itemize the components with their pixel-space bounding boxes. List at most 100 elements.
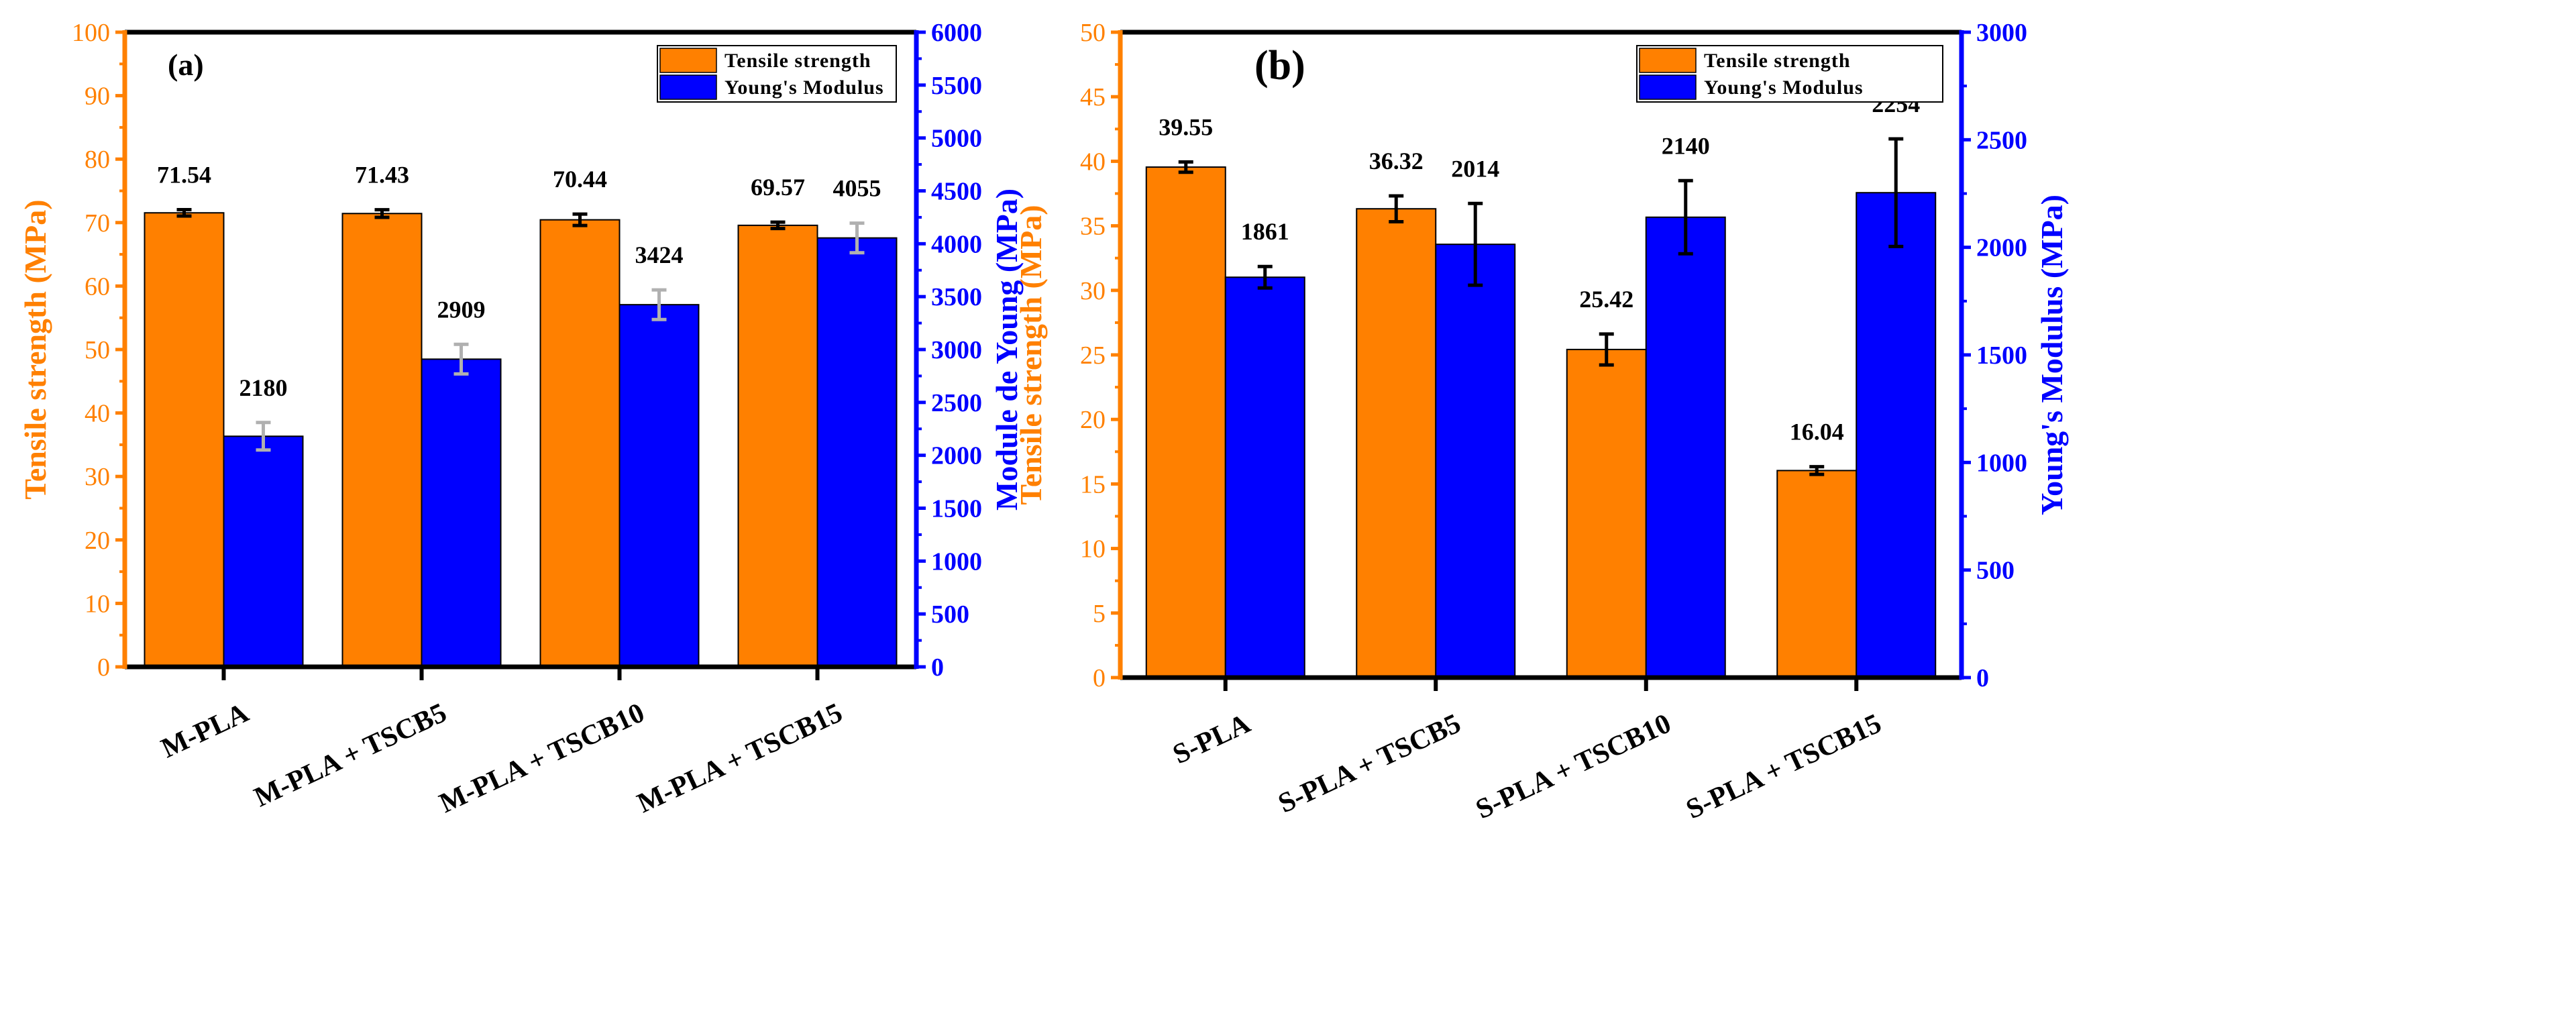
x-tick-label: M-PLA + TSCB15 xyxy=(633,697,847,819)
legend-label: Young's Modulus xyxy=(724,76,884,99)
y-tick-label-right: 4500 xyxy=(931,178,982,206)
legend-swatch-modulus xyxy=(1639,74,1697,100)
bar-modulus xyxy=(223,435,304,668)
x-tick-label: S-PLA + TSCB5 xyxy=(1274,708,1466,819)
bar-modulus xyxy=(1224,276,1305,678)
y-tick-label-left: 20 xyxy=(1080,406,1106,434)
legend: Tensile strength Young's Modulus xyxy=(1636,45,1943,103)
data-label: 4055 xyxy=(833,175,881,202)
bar-modulus xyxy=(619,304,700,668)
y-tick-label-right: 5000 xyxy=(931,125,982,153)
y-tick-label-right: 6000 xyxy=(931,19,982,47)
y-tick-label-right: 500 xyxy=(1976,557,2015,585)
y-tick-label-right: 1500 xyxy=(931,495,982,523)
y-tick-label-right: 1000 xyxy=(1976,449,2027,477)
y-tick-label-right: 3000 xyxy=(931,336,982,364)
y-tick-label-right: 4000 xyxy=(931,230,982,258)
panel-label: (a) xyxy=(168,48,204,82)
bar-tensile xyxy=(1356,208,1437,678)
bar-modulus xyxy=(1645,216,1726,679)
y-tick-label-right: 500 xyxy=(931,600,969,629)
data-label: 2180 xyxy=(239,374,288,401)
y-tick-label-right: 2500 xyxy=(1976,126,2027,154)
legend-label: Tensile strength xyxy=(1704,50,1851,72)
y-tick-label-right: 2000 xyxy=(1976,234,2027,262)
bar-tensile xyxy=(341,213,423,668)
y-tick-label-left: 50 xyxy=(1080,19,1106,47)
x-tick-label: M-PLA + TSCB5 xyxy=(250,697,451,813)
y-tick-label-right: 3500 xyxy=(931,283,982,311)
y-tick-label-left: 30 xyxy=(85,463,110,491)
bar-tensile xyxy=(144,212,225,668)
data-label: 39.55 xyxy=(1159,113,1213,140)
y-tick-label-right: 0 xyxy=(1976,664,1989,692)
x-tick-label: S-PLA + TSCB10 xyxy=(1471,708,1676,825)
legend-swatch-modulus xyxy=(659,74,717,100)
chart-panel-b: 39.5536.3225.4216.0418612014214022540510… xyxy=(1014,19,2069,825)
data-label: 71.54 xyxy=(157,162,211,189)
x-tick-label: M-PLA xyxy=(157,697,254,764)
y-axis-title-right: Module de Young (MPa) xyxy=(989,189,1024,511)
legend-label: Young's Modulus xyxy=(1704,76,1864,99)
y-tick-label-right: 3000 xyxy=(1976,19,2027,47)
bar-modulus xyxy=(1435,244,1516,679)
data-label: 71.43 xyxy=(355,162,409,189)
bar-modulus xyxy=(816,237,898,668)
y-tick-label-left: 60 xyxy=(85,272,110,301)
y-tick-label-right: 1000 xyxy=(931,547,982,576)
bar-modulus xyxy=(421,358,502,668)
data-label: 25.42 xyxy=(1579,286,1633,313)
y-tick-label-left: 45 xyxy=(1080,83,1106,111)
y-tick-label-left: 35 xyxy=(1080,213,1106,241)
y-tick-label-right: 0 xyxy=(931,653,944,682)
y-tick-label-left: 15 xyxy=(1080,470,1106,498)
y-tick-label-left: 0 xyxy=(1093,664,1106,692)
y-tick-label-right: 1500 xyxy=(1976,341,2027,370)
y-tick-label-left: 90 xyxy=(85,83,110,111)
panel-label: (b) xyxy=(1254,43,1305,89)
bar-tensile xyxy=(737,224,818,668)
y-tick-label-left: 5 xyxy=(1093,600,1106,628)
y-tick-label-left: 30 xyxy=(1080,277,1106,305)
chart-panel-a: 71.54 71.43 70.44 69.57 2180 2909 3424 4055 0 10 2… xyxy=(18,19,1024,819)
bar-tensile xyxy=(1145,166,1226,679)
y-tick-label-left: 10 xyxy=(85,590,110,618)
y-axis-title-left: Tensile strength (MPa) xyxy=(1014,205,1048,504)
y-tick-label-right: 5500 xyxy=(931,72,982,100)
x-tick-label: S-PLA xyxy=(1169,708,1256,770)
x-tick-label: S-PLA + TSCB15 xyxy=(1682,708,1886,825)
y-tick-label-left: 25 xyxy=(1080,341,1106,370)
y-tick-label-left: 80 xyxy=(85,146,110,174)
data-label: 2140 xyxy=(1662,132,1710,159)
y-tick-label-left: 50 xyxy=(85,336,110,364)
y-tick-label-left: 40 xyxy=(1080,148,1106,176)
data-label: 3424 xyxy=(635,242,684,268)
legend-swatch-tensile xyxy=(659,48,717,73)
legend-label: Tensile strength xyxy=(724,50,871,72)
bar-tensile xyxy=(539,219,621,668)
data-label: 36.32 xyxy=(1369,148,1424,174)
bar-tensile xyxy=(1776,470,1858,678)
y-axis-title-left: Tensile strength (MPa) xyxy=(18,199,52,499)
data-label: 1861 xyxy=(1241,218,1289,245)
legend: Tensile strength Young's Modulus xyxy=(657,45,897,103)
data-label: 2909 xyxy=(437,296,486,323)
y-tick-label-left: 20 xyxy=(85,527,110,555)
y-tick-label-left: 0 xyxy=(97,653,110,682)
y-tick-label-left: 10 xyxy=(1080,535,1106,564)
data-label: 70.44 xyxy=(553,166,607,193)
y-tick-label-left: 40 xyxy=(85,400,110,428)
x-tick-label: M-PLA + TSCB10 xyxy=(435,697,649,819)
data-label: 69.57 xyxy=(751,174,805,201)
legend-swatch-tensile xyxy=(1639,48,1697,73)
y-tick-label-left: 70 xyxy=(85,209,110,237)
data-label: 16.04 xyxy=(1790,419,1844,445)
y-tick-label-right: 2500 xyxy=(931,389,982,417)
bar-modulus xyxy=(1856,192,1937,678)
y-tick-label-left: 100 xyxy=(72,19,110,47)
y-tick-label-right: 2000 xyxy=(931,442,982,470)
data-label: 2014 xyxy=(1451,155,1499,182)
y-axis-title-right: Young's Modulus (MPa) xyxy=(2035,195,2069,515)
bar-tensile xyxy=(1566,348,1647,678)
